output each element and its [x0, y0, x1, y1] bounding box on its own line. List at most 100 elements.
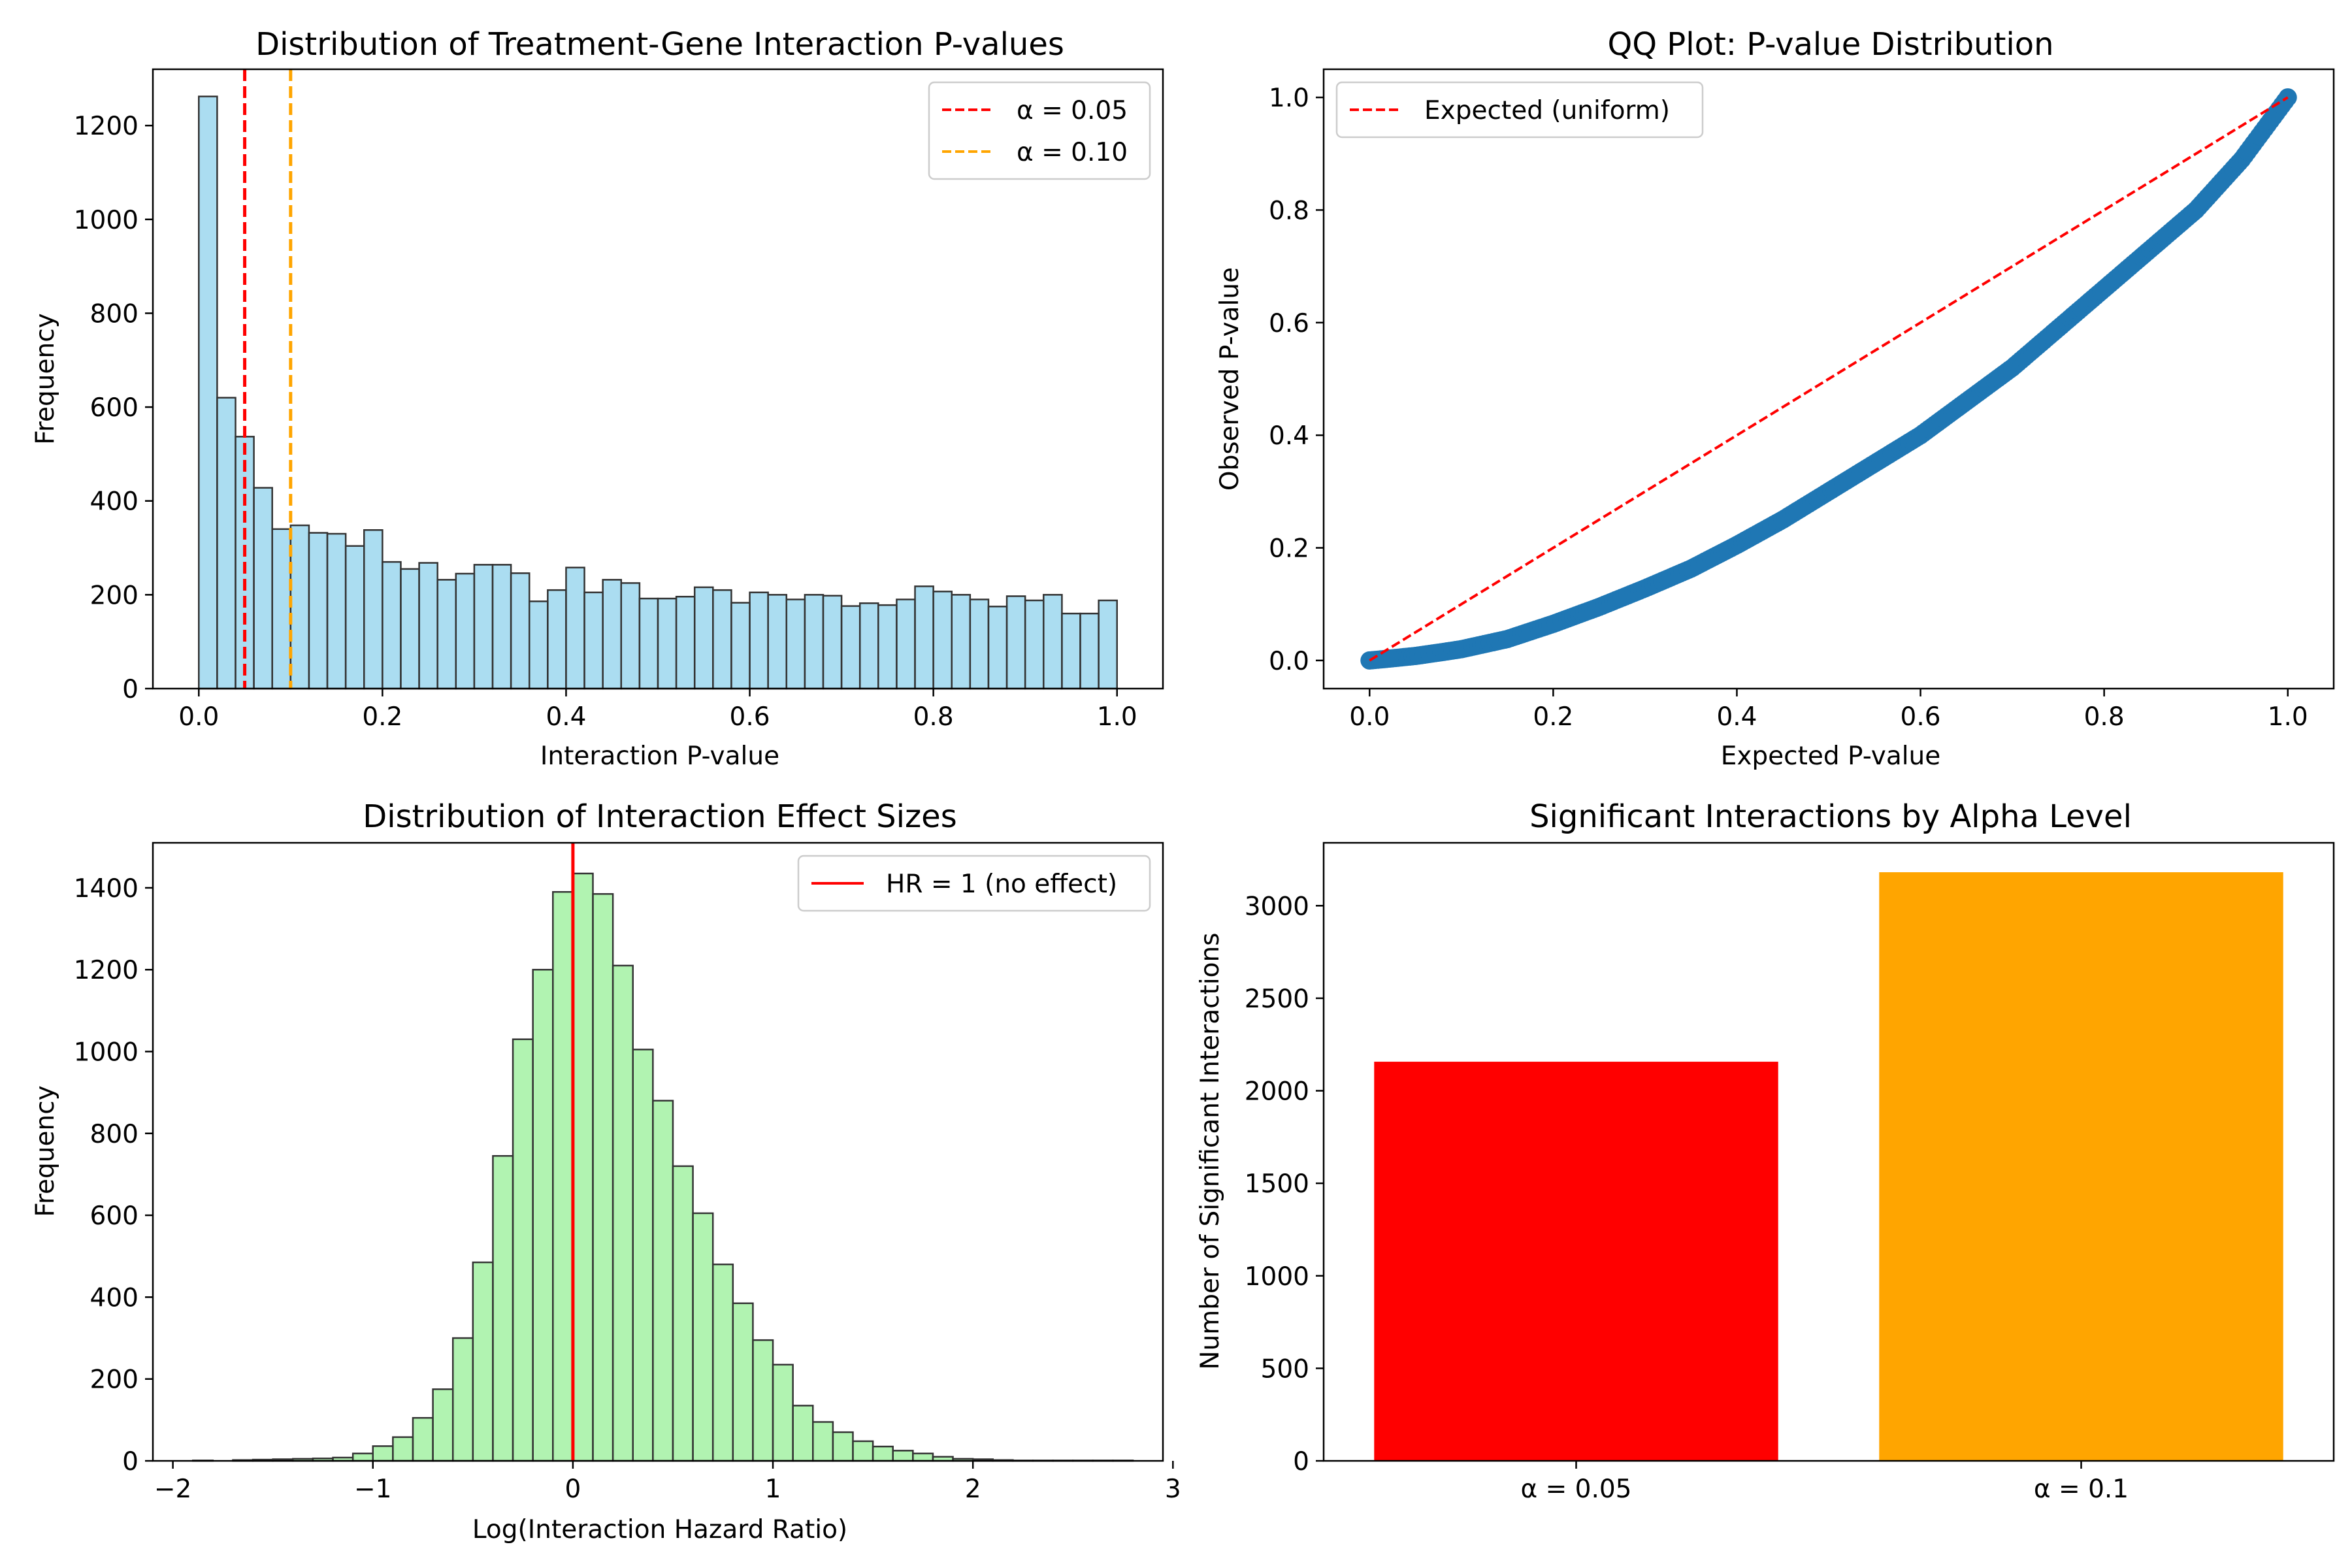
- pvalue-histogram-ytick-label: 400: [90, 487, 139, 517]
- pvalue-histogram-xtick-label: 0.0: [178, 702, 219, 732]
- qq-plot-ytick-label: 1.0: [1269, 84, 1309, 113]
- pvalue-histogram-bar: [289, 524, 310, 690]
- qq-plot-legend-box: [1335, 81, 1704, 139]
- effect-size-histogram-bar: [532, 968, 554, 1462]
- qq-plot-title: QQ Plot: P-value Distribution: [1607, 26, 2053, 63]
- effect-size-histogram-ytick-label: 600: [90, 1201, 139, 1231]
- qq-plot-ytick-label: 0.8: [1269, 196, 1309, 225]
- alpha-bar: [1879, 872, 2283, 1461]
- qq-plot-ytick-label: 0.4: [1269, 421, 1309, 451]
- alpha-bar-chart-title: Significant Interactions by Alpha Level: [1529, 798, 2132, 835]
- pvalue-histogram-bar: [400, 568, 420, 690]
- qq-plot-ytick-label: 0.0: [1269, 647, 1309, 676]
- pvalue-histogram-ytick-label: 800: [90, 299, 139, 329]
- effect-size-histogram-ytick-label: 400: [90, 1283, 139, 1313]
- effect-size-histogram-legend-box: [797, 855, 1151, 912]
- pvalue-histogram-bar: [730, 602, 751, 690]
- pvalue-histogram-bar: [436, 579, 457, 690]
- pvalue-histogram-bar: [822, 595, 843, 690]
- alpha-bar-chart-ylabel: Number of Significant Interactions: [1196, 932, 1225, 1369]
- effect-size-histogram-bar: [852, 1440, 874, 1462]
- qq-plot-xtick-label: 0.8: [2084, 702, 2125, 732]
- pvalue-histogram-bar: [840, 605, 861, 690]
- pvalue-histogram-ytick-label: 0: [122, 675, 139, 704]
- pvalue-histogram-bar: [969, 598, 990, 690]
- legend-label-alpha-010: α = 0.10: [1017, 138, 1128, 167]
- pvalue-histogram-bar: [693, 586, 714, 690]
- alpha-bar-chart-category-label: α = 0.05: [1520, 1475, 1631, 1504]
- alpha-bar-chart-ytick-label: 3000: [1245, 892, 1309, 921]
- qq-plot-legend: Expected (uniform): [1335, 81, 1704, 139]
- pvalue-histogram-bar: [858, 602, 879, 690]
- pvalue-histogram-bar: [271, 528, 292, 690]
- pvalue-histogram-bar: [749, 591, 769, 690]
- qq-plot-xtick-label: 1.0: [2268, 702, 2308, 732]
- effect-size-histogram-bar: [592, 893, 614, 1462]
- pvalue-histogram-bar: [602, 579, 623, 690]
- effect-size-histogram-bar: [792, 1405, 814, 1462]
- effect-size-histogram-xtick-label: −1: [354, 1475, 392, 1504]
- pvalue-histogram-bar: [932, 591, 953, 690]
- effect-size-histogram-ytick-label: 0: [122, 1447, 139, 1477]
- effect-size-histogram-bar: [912, 1452, 934, 1462]
- pvalue-histogram-bar: [308, 532, 329, 690]
- effect-size-histogram-bar: [752, 1339, 774, 1462]
- effect-size-histogram-bar: [692, 1212, 714, 1462]
- effect-size-histogram-bar: [652, 1100, 674, 1462]
- pvalue-histogram-bar: [363, 529, 384, 690]
- qq-plot-panel: QQ Plot: P-value Distribution 0.0 0.2 0.4 0…: [1215, 26, 2335, 771]
- pvalue-histogram-bar: [418, 562, 438, 690]
- pvalue-histogram-ytick-label: 1000: [74, 206, 139, 235]
- pvalue-histogram-xtick-label: 0.6: [730, 702, 770, 732]
- pvalue-histogram-ytick-label: 600: [90, 393, 139, 423]
- effect-size-histogram-ytick-label: 1200: [74, 956, 139, 985]
- alpha-bar-chart-panel: Significant Interactions by Alpha Level …: [1196, 798, 2335, 1504]
- alpha-bar-chart-ytick-label: 2500: [1245, 985, 1309, 1014]
- pvalue-histogram-ytick-label: 200: [90, 581, 139, 610]
- alpha-bar-chart-ytick-label: 0: [1293, 1447, 1309, 1477]
- pvalue-histogram-ytick-label: 1200: [74, 112, 139, 141]
- qq-plot-xlabel: Expected P-value: [1721, 742, 1941, 771]
- pvalue-histogram-bar: [1005, 595, 1026, 690]
- pvalue-histogram-bar: [712, 589, 732, 690]
- pvalue-histogram-bar: [216, 397, 237, 690]
- effect-size-histogram-bar: [612, 964, 634, 1462]
- qq-plot-xtick-label: 0.2: [1533, 702, 1573, 732]
- effect-size-histogram-ytick-label: 1400: [74, 874, 139, 904]
- effect-size-histogram-bar: [412, 1416, 434, 1462]
- effect-size-histogram-bar: [872, 1445, 894, 1462]
- legend-label-no-effect: HR = 1 (no effect): [886, 870, 1117, 899]
- pvalue-histogram-bar: [344, 545, 365, 690]
- alpha-bar-chart-ytick-label: 2000: [1245, 1077, 1309, 1107]
- effect-size-histogram-bar: [832, 1431, 854, 1462]
- effect-size-histogram-bar: [372, 1445, 394, 1462]
- pvalue-histogram-bar: [583, 591, 604, 690]
- pvalue-histogram-bar: [804, 594, 825, 690]
- effect-size-histogram-ylabel: Frequency: [31, 1085, 60, 1217]
- effect-size-histogram-bar: [512, 1038, 534, 1462]
- pvalue-histogram-bar: [455, 572, 476, 690]
- alpha-bar: [1374, 1062, 1778, 1461]
- pvalue-histogram-bar: [620, 582, 641, 690]
- pvalue-histogram-bar: [638, 597, 659, 690]
- effect-size-histogram-bar: [772, 1364, 794, 1462]
- pvalue-histogram-bar: [510, 572, 531, 690]
- pvalue-histogram-panel: Distribution of Treatment-Gene Interacti…: [31, 26, 1164, 771]
- pvalue-histogram-bar: [951, 594, 972, 690]
- qq-plot-xtick-label: 0.0: [1349, 702, 1390, 732]
- effect-size-histogram-bar: [672, 1165, 694, 1462]
- effect-size-histogram-ytick-label: 200: [90, 1365, 139, 1395]
- pvalue-histogram-bar: [382, 561, 402, 690]
- qq-plot-axes-frame: [1322, 68, 2335, 690]
- pvalue-histogram-bar: [1024, 599, 1045, 690]
- pvalue-histogram-bar: [1079, 612, 1100, 690]
- pvalue-histogram-bar: [1098, 599, 1118, 690]
- qq-plot-xtick-label: 0.4: [1716, 702, 1757, 732]
- qq-plot-ylabel: Observed P-value: [1215, 267, 1245, 491]
- effect-size-histogram-ytick-label: 1000: [74, 1038, 139, 1068]
- effect-size-histogram-xtick-label: 1: [765, 1475, 781, 1504]
- pvalue-histogram-xtick-label: 0.4: [546, 702, 586, 732]
- alpha-bar-chart-category-label: α = 0.1: [2034, 1475, 2129, 1504]
- effect-size-histogram-xlabel: Log(Interaction Hazard Ratio): [472, 1515, 847, 1544]
